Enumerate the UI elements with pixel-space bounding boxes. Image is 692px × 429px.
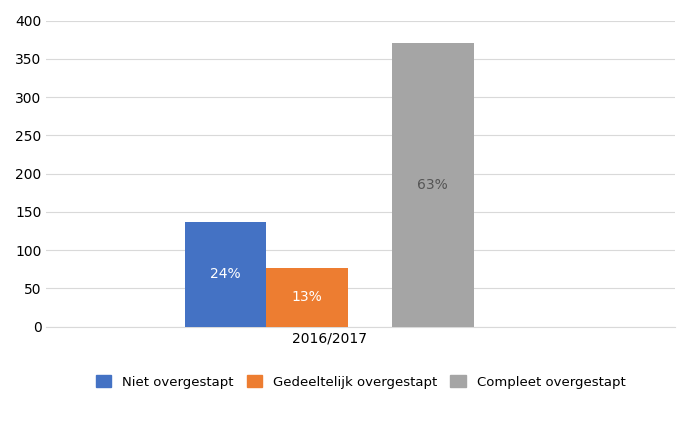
Bar (266, 268, 348, 326)
Text: 24%: 24% (210, 267, 241, 281)
Bar (392, 43, 474, 326)
Bar (185, 222, 266, 326)
Legend: Niet overgestapt, Gedeeltelijk overgestapt, Compleet overgestapt: Niet overgestapt, Gedeeltelijk overgesta… (90, 370, 631, 394)
Text: 13%: 13% (292, 290, 322, 304)
Text: 63%: 63% (417, 178, 448, 192)
